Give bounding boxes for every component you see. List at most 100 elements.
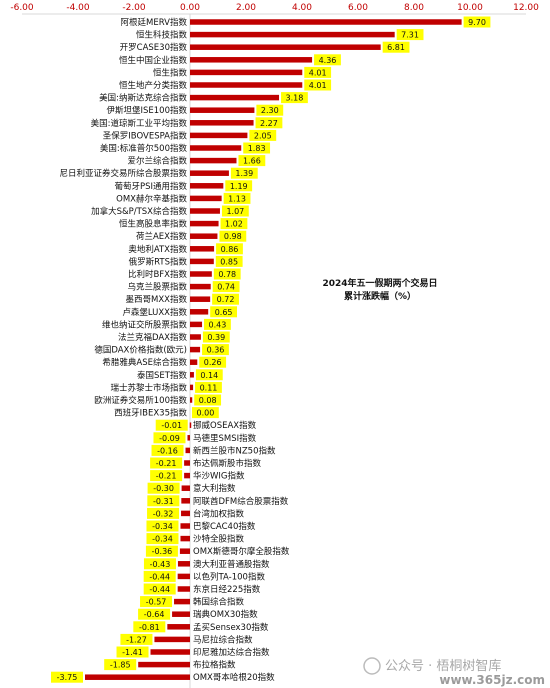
chart-annotation: 2024年五一假期两个交易日 累计涨跌幅（%） <box>322 277 437 302</box>
data-label-bg <box>147 495 180 507</box>
category-label: 巴黎CAC40指数 <box>193 521 256 532</box>
data-label-bg <box>238 155 266 167</box>
bar <box>190 195 222 202</box>
bar <box>190 372 194 378</box>
category-label: 马尼拉综合指数 <box>193 634 253 645</box>
category-label: 欧洲证券交易所100指数 <box>94 395 187 406</box>
category-label: 阿联酋DFM综合股票指数 <box>193 496 289 507</box>
data-label: 0.00 <box>196 409 214 418</box>
data-label-bg <box>223 192 251 204</box>
bar <box>190 44 381 50</box>
x-tick-label: 10.00 <box>457 3 483 13</box>
data-label: 1.66 <box>243 157 261 166</box>
data-label-bg <box>138 608 171 620</box>
data-label: 0.78 <box>218 270 236 279</box>
data-label-bg <box>202 344 229 356</box>
data-label: 7.31 <box>401 31 419 40</box>
bar <box>190 246 215 252</box>
category-label: 挪威OSEAX指数 <box>193 420 257 431</box>
bar <box>177 561 190 567</box>
data-label-bg <box>116 646 149 658</box>
x-tick-label: -6.00 <box>10 3 34 13</box>
watermark-site: www.365jz.com <box>439 673 545 687</box>
data-label: 2.27 <box>260 119 278 128</box>
data-label-bg <box>249 129 277 141</box>
bar <box>174 598 190 605</box>
bar <box>190 271 212 277</box>
data-label-bg <box>212 293 239 305</box>
annotation-line-2: 累计涨跌幅（%） <box>344 290 416 302</box>
bar <box>185 447 190 454</box>
data-label: -0.44 <box>149 585 170 594</box>
x-tick-label: 6.00 <box>348 3 368 13</box>
data-label-bg <box>51 671 83 683</box>
bar <box>150 649 190 655</box>
data-label: -3.75 <box>57 673 78 682</box>
category-label: 法兰克福DAX指数 <box>118 332 188 343</box>
category-label: 孟买Sensex30指数 <box>193 622 269 633</box>
data-label: 4.01 <box>309 68 327 77</box>
category-label: 维也纳证交所股票指数 <box>102 319 188 330</box>
bar <box>187 435 190 441</box>
data-label: -0.57 <box>146 598 167 607</box>
data-label: -0.32 <box>153 509 174 518</box>
data-label-bg <box>255 117 283 129</box>
bar <box>190 157 237 164</box>
bar <box>190 31 395 38</box>
bar <box>190 107 255 113</box>
data-label: -0.31 <box>153 497 174 506</box>
category-labels: 阿根廷MERV指数恒生科技指数开罗CASE30指数恒生中国企业指数恒生指数恒生地… <box>59 17 289 683</box>
bar <box>190 321 203 328</box>
x-tick-label: 2.00 <box>236 3 256 13</box>
data-label: -0.01 <box>161 421 182 430</box>
category-label: 伊斯坦堡ISE100指数 <box>107 105 188 116</box>
data-label: 0.26 <box>204 358 222 367</box>
data-label-bg <box>212 281 240 293</box>
data-label: -0.30 <box>153 484 174 493</box>
data-label: 9.70 <box>468 18 486 27</box>
data-label-bg <box>463 16 491 28</box>
bar <box>190 57 313 63</box>
category-label: 印尼雅加达综合指数 <box>193 647 270 658</box>
data-labels: 9.70 7.31 6.81 4.36 4.01 4.01 3.18 2.30 2.27 2.05… <box>51 16 491 683</box>
data-label: 0.39 <box>207 333 225 342</box>
data-label: 4.01 <box>309 81 327 90</box>
bar <box>190 296 211 302</box>
data-label-bg <box>151 444 184 456</box>
category-label: 奥地利ATX指数 <box>128 244 187 255</box>
category-label: OMX赫尔辛基指数 <box>116 193 187 204</box>
data-label: -0.21 <box>156 459 177 468</box>
category-label: 瑞士苏黎士市场指数 <box>110 382 187 393</box>
data-label-bg <box>104 659 137 671</box>
category-label: OMX斯德哥尔摩全股指数 <box>193 546 290 557</box>
bar <box>190 145 242 151</box>
bar <box>177 573 190 580</box>
bar <box>172 611 190 617</box>
category-label: 华沙WIG指数 <box>193 471 245 482</box>
data-label: -0.16 <box>157 446 178 455</box>
x-tick-label: 4.00 <box>292 3 312 13</box>
data-label-bg <box>202 331 230 343</box>
category-label: 乌克兰股票指数 <box>127 282 187 293</box>
bar <box>180 523 190 529</box>
data-label-bg <box>256 104 284 116</box>
data-label: 4.36 <box>319 56 337 65</box>
bar <box>184 460 190 466</box>
data-label-bg <box>215 255 243 267</box>
category-label: 东京日经225指数 <box>193 584 261 595</box>
data-label: 0.65 <box>215 308 233 317</box>
data-label-bg <box>213 268 241 280</box>
data-label: 0.08 <box>199 396 217 405</box>
data-label-bg <box>150 457 183 469</box>
bar <box>181 498 190 504</box>
bar <box>190 132 248 139</box>
category-label: 加拿大S&P/TSX综合指数 <box>91 206 187 217</box>
bar <box>190 183 224 189</box>
data-label: -0.34 <box>152 535 173 544</box>
data-label-bg <box>281 92 308 104</box>
bar <box>190 94 280 101</box>
bar <box>181 485 190 491</box>
data-label-bg <box>153 432 186 444</box>
data-label-bg <box>140 596 173 608</box>
